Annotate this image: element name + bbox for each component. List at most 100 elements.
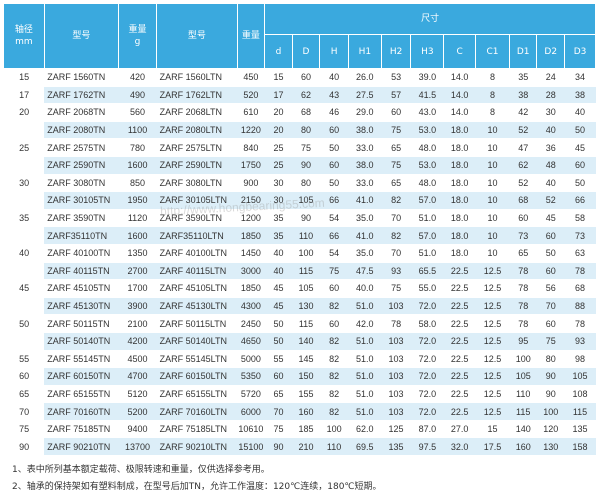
cell-dim-d3: 73 (564, 226, 596, 245)
cell-dim-h2: 103 (381, 385, 411, 404)
cell-weight-ltn: 5720 (237, 385, 265, 404)
cell-weight-ltn: 6000 (237, 402, 265, 421)
cell-dim-h1: 51.0 (348, 385, 382, 404)
cell-dim-h: 60 (319, 121, 349, 140)
cell-weight-tn: 5120 (118, 385, 157, 404)
table-row: 40 ZARF 40100TN 1350 ZARF 40100LTN 1450 40 100… (4, 244, 596, 263)
cell-shaft: 20 (4, 103, 45, 122)
cell-dim-c: 22.5 (443, 314, 476, 333)
cell-dim-c: 22.5 (443, 350, 476, 369)
cell-dim-d2: 75 (536, 332, 565, 351)
cell-dim-d2: 90 (536, 367, 565, 386)
cell-dim-h3: 72.0 (410, 350, 444, 369)
cell-dim-d: 62 (292, 86, 320, 105)
cell-weight-tn: 5200 (118, 402, 157, 421)
cell-shaft: 65 (4, 385, 45, 404)
cell-weight-ltn: 1850 (237, 226, 265, 245)
cell-dim-d: 60 (264, 367, 293, 386)
cell-dim-c1: 10 (475, 138, 510, 157)
cell-model-tn: ZARF 90210TN (44, 437, 119, 457)
cell-dim-c1: 12.5 (475, 314, 510, 333)
cell-dim-c: 18.0 (443, 191, 476, 210)
cell-model-tn: ZARF 45105TN (44, 279, 119, 298)
cell-dim-c1: 10 (475, 244, 510, 263)
cell-dim-h2: 75 (381, 156, 411, 175)
cell-dim-h2: 103 (381, 350, 411, 369)
cell-weight-ltn: 3000 (237, 262, 265, 281)
cell-shaft: 15 (4, 68, 45, 87)
cell-dim-d3: 108 (564, 385, 596, 404)
cell-dim-c1: 15 (475, 420, 510, 439)
table-row: 15 ZARF 1560TN 420 ZARF 1560LTN 450 15 60 40 26.… (4, 68, 596, 87)
cell-dim-d: 90 (292, 156, 320, 175)
cell-dim-d3: 38 (564, 86, 596, 105)
cell-dim-h1: 38.0 (348, 121, 382, 140)
cell-dim-h1: 35.0 (348, 209, 382, 228)
cell-dim-c1: 12.5 (475, 367, 510, 386)
cell-dim-c: 14.0 (443, 68, 476, 87)
cell-dim-d: 80 (292, 121, 320, 140)
cell-dim-d3: 78 (564, 314, 596, 333)
cell-dim-d: 50 (264, 314, 293, 333)
cell-model-tn: ZARF35110TN (44, 226, 119, 245)
cell-dim-d1: 60 (509, 209, 537, 228)
cell-dim-d3: 66 (564, 191, 596, 210)
table-row: 50 ZARF 50115TN 2100 ZARF 50115LTN 2450 50 115… (4, 314, 596, 333)
cell-model-ltn: ZARF 45105LTN (156, 279, 238, 298)
cell-dim-d: 55 (264, 350, 293, 369)
cell-model-tn: ZARF 55145TN (44, 350, 119, 369)
cell-dim-d1: 52 (509, 121, 537, 140)
cell-shaft: 60 (4, 367, 45, 386)
cell-dim-d: 155 (292, 385, 320, 404)
cell-dim-h2: 75 (381, 279, 411, 298)
table-row: ZARF 2080TN 1100 ZARF 2080LTN 1220 20 80 60 38.… (4, 121, 596, 140)
cell-dim-d: 185 (292, 420, 320, 439)
cell-dim-h3: 51.0 (410, 244, 444, 263)
cell-dim-h: 46 (319, 103, 349, 122)
cell-dim-h3: 97.5 (410, 437, 444, 457)
cell-dim-c: 22.5 (443, 262, 476, 281)
cell-dim-h3: 43.0 (410, 103, 444, 122)
cell-dim-d1: 115 (509, 402, 537, 421)
cell-dim-d: 45 (264, 297, 293, 316)
cell-dim-h2: 135 (381, 437, 411, 457)
cell-dim-h1: 51.0 (348, 332, 382, 351)
cell-dim-h1: 41.0 (348, 191, 382, 210)
table-header: 轴径 mm 型号 重量 g 型号 重量 尺寸 d D H H1 H2 H3 C C1 D1 D2 D3 (4, 4, 596, 69)
cell-dim-d: 45 (264, 279, 293, 298)
cell-dim-d: 25 (264, 156, 293, 175)
cell-dim-h3: 72.0 (410, 367, 444, 386)
table-body: 15 ZARF 1560TN 420 ZARF 1560LTN 450 15 60 40 26.… (4, 68, 596, 457)
cell-dim-h1: 42.0 (348, 314, 382, 333)
cell-weight-tn: 850 (118, 174, 157, 193)
cell-dim-h3: 87.0 (410, 420, 444, 439)
cell-weight-tn: 490 (118, 86, 157, 105)
cell-weight-tn: 9400 (118, 420, 157, 439)
cell-model-ltn: ZARF 90210LTN (156, 437, 238, 457)
cell-dim-h1: 40.0 (348, 279, 382, 298)
cell-shaft: 50 (4, 314, 45, 333)
cell-shaft (4, 191, 45, 210)
cell-dim-c1: 12.5 (475, 350, 510, 369)
cell-model-ltn: ZARF 30105LTN (156, 191, 238, 210)
cell-dim-h2: 75 (381, 121, 411, 140)
cell-dim-d: 100 (292, 244, 320, 263)
cell-dim-d1: 78 (509, 297, 537, 316)
cell-dim-c: 27.0 (443, 420, 476, 439)
cell-dim-d3: 105 (564, 367, 596, 386)
cell-dim-c: 22.5 (443, 279, 476, 298)
cell-dim-h2: 70 (381, 209, 411, 228)
cell-weight-ltn: 5350 (237, 367, 265, 386)
cell-shaft: 30 (4, 174, 45, 193)
cell-weight-tn: 3900 (118, 297, 157, 316)
table-row: 30 ZARF 3080TN 850 ZARF 3080LTN 900 30 80 50 33.… (4, 174, 596, 193)
bearing-spec-table: 轴径 mm 型号 重量 g 型号 重量 尺寸 d D H H1 H2 H3 C C1 D1 D2 D3 … (4, 4, 596, 457)
cell-weight-tn: 420 (118, 68, 157, 87)
cell-weight-ltn: 2450 (237, 314, 265, 333)
cell-dim-c1: 10 (475, 209, 510, 228)
cell-dim-h2: 103 (381, 367, 411, 386)
cell-dim-d1: 95 (509, 332, 537, 351)
cell-dim-c: 18.0 (443, 244, 476, 263)
cell-model-ltn: ZARF 2068LTN (156, 103, 238, 122)
cell-dim-d2: 56 (536, 279, 565, 298)
